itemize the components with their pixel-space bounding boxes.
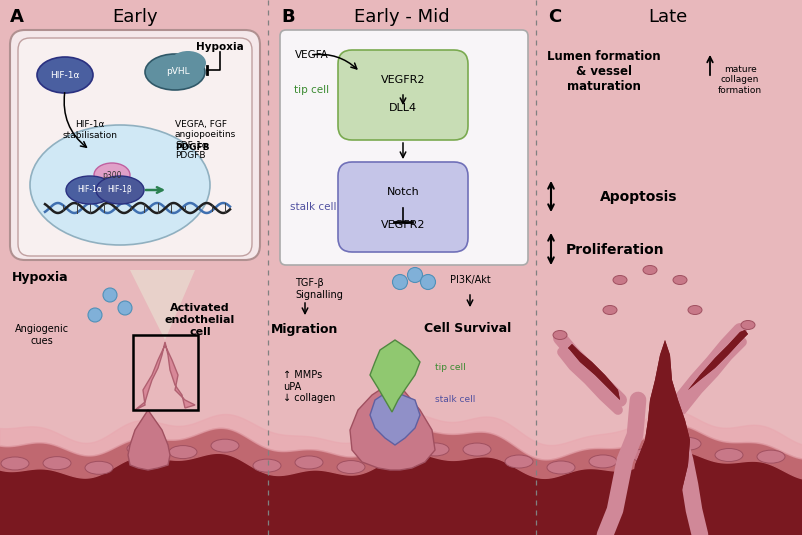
Polygon shape	[618, 340, 689, 535]
Text: A: A	[10, 8, 24, 26]
FancyBboxPatch shape	[10, 30, 260, 260]
Circle shape	[103, 288, 117, 302]
Circle shape	[407, 268, 422, 282]
FancyBboxPatch shape	[338, 50, 468, 140]
Text: Hypoxia: Hypoxia	[12, 271, 68, 284]
Polygon shape	[130, 270, 195, 340]
Text: VEGFA: VEGFA	[294, 50, 328, 60]
Ellipse shape	[96, 176, 144, 204]
Ellipse shape	[672, 276, 687, 285]
Ellipse shape	[553, 331, 566, 340]
Ellipse shape	[1, 457, 29, 470]
Text: p300: p300	[102, 171, 122, 180]
Text: VEGFR2: VEGFR2	[380, 220, 425, 230]
Ellipse shape	[37, 57, 93, 93]
Ellipse shape	[337, 461, 365, 473]
Text: VEGFA, FGF
angiopoeitins
SDF-1α
PDGFB: VEGFA, FGF angiopoeitins SDF-1α PDGFB	[175, 120, 236, 160]
Text: HIF-1β: HIF-1β	[107, 186, 132, 195]
Polygon shape	[135, 342, 195, 410]
Text: stalk cell: stalk cell	[435, 395, 475, 404]
Circle shape	[118, 301, 132, 315]
Ellipse shape	[642, 265, 656, 274]
Text: TGF-β
Signalling: TGF-β Signalling	[294, 278, 342, 300]
Bar	[133, 335, 198, 410]
FancyBboxPatch shape	[280, 30, 528, 265]
Ellipse shape	[145, 54, 205, 90]
Ellipse shape	[602, 305, 616, 315]
Text: Lumen formation
& vessel
maturation: Lumen formation & vessel maturation	[546, 50, 660, 93]
Text: Early - Mid: Early - Mid	[354, 8, 449, 26]
Ellipse shape	[672, 437, 700, 450]
Circle shape	[392, 274, 407, 289]
Ellipse shape	[66, 176, 114, 204]
Text: Apoptosis: Apoptosis	[599, 190, 677, 204]
Ellipse shape	[253, 459, 281, 472]
Ellipse shape	[687, 305, 701, 315]
Ellipse shape	[546, 461, 574, 474]
Ellipse shape	[714, 448, 742, 462]
Circle shape	[420, 274, 435, 289]
Ellipse shape	[630, 449, 658, 462]
Text: Notch: Notch	[386, 187, 419, 197]
Ellipse shape	[420, 443, 448, 456]
Text: Hypoxia: Hypoxia	[196, 42, 244, 52]
Ellipse shape	[85, 461, 113, 475]
Ellipse shape	[756, 450, 784, 463]
Polygon shape	[687, 330, 747, 390]
Text: VEGFR2: VEGFR2	[380, 75, 425, 85]
Text: HIF-1α: HIF-1α	[51, 71, 79, 80]
Polygon shape	[567, 344, 619, 400]
Polygon shape	[567, 344, 619, 400]
Text: tip cell: tip cell	[294, 85, 329, 95]
Ellipse shape	[294, 456, 322, 469]
Text: Migration: Migration	[271, 323, 338, 336]
FancyBboxPatch shape	[338, 162, 468, 252]
Ellipse shape	[127, 442, 155, 455]
Ellipse shape	[211, 439, 239, 452]
Text: Angiogenic
cues: Angiogenic cues	[15, 324, 69, 346]
Text: Proliferation: Proliferation	[565, 243, 664, 257]
FancyBboxPatch shape	[18, 38, 252, 256]
Text: PI3K/Akt: PI3K/Akt	[449, 275, 490, 285]
Text: pVHL: pVHL	[166, 67, 189, 77]
Text: DLL4: DLL4	[388, 103, 416, 113]
Polygon shape	[370, 390, 419, 445]
Ellipse shape	[30, 125, 210, 245]
Text: Cell Survival: Cell Survival	[423, 322, 511, 335]
Ellipse shape	[504, 455, 533, 468]
Text: Activated
endothelial
cell: Activated endothelial cell	[164, 303, 235, 337]
Text: stalk cell: stalk cell	[290, 202, 336, 212]
Ellipse shape	[168, 446, 196, 458]
Ellipse shape	[588, 455, 616, 468]
Text: mature
collagen
formation: mature collagen formation	[717, 65, 761, 95]
Ellipse shape	[740, 320, 754, 330]
Text: Early: Early	[112, 8, 158, 26]
Polygon shape	[370, 340, 419, 412]
Ellipse shape	[43, 457, 71, 470]
Ellipse shape	[612, 276, 626, 285]
Ellipse shape	[379, 444, 407, 456]
Text: ↑ MMPs
uPA
↓ collagen: ↑ MMPs uPA ↓ collagen	[282, 370, 335, 403]
Circle shape	[88, 308, 102, 322]
Ellipse shape	[170, 51, 206, 75]
Text: C: C	[547, 8, 561, 26]
Ellipse shape	[94, 163, 130, 187]
Polygon shape	[618, 340, 689, 535]
Ellipse shape	[463, 443, 490, 456]
Text: tip cell: tip cell	[435, 363, 465, 372]
Polygon shape	[128, 410, 170, 470]
Polygon shape	[350, 380, 435, 470]
Polygon shape	[687, 330, 747, 390]
Text: HIF-1α
stabilisation: HIF-1α stabilisation	[63, 120, 117, 140]
Text: B: B	[281, 8, 294, 26]
Text: PDGFB: PDGFB	[175, 143, 209, 152]
Text: HIF-1α: HIF-1α	[78, 186, 103, 195]
Text: Late: Late	[647, 8, 687, 26]
